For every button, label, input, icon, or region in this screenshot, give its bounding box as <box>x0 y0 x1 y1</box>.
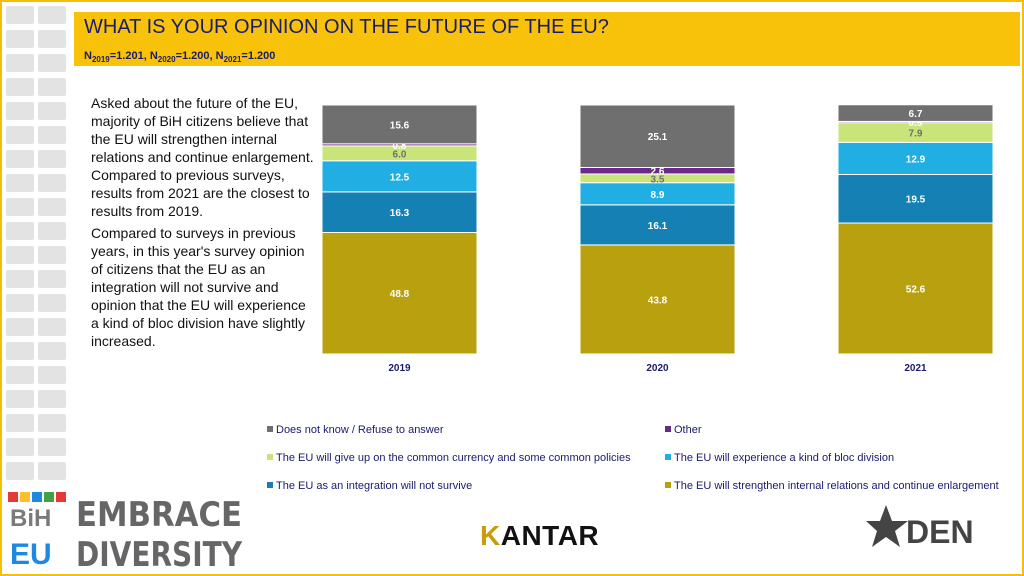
den-logo: DEN <box>866 505 974 550</box>
legend-item-strengthen: The EU will strengthen internal relation… <box>665 480 999 492</box>
eu-logo-text: EU <box>10 538 52 571</box>
data-label: 6.0 <box>393 149 407 160</box>
legend-item-dont-know: Does not know / Refuse to answer <box>267 424 444 436</box>
data-label: 43.8 <box>648 295 668 306</box>
bar-segment <box>321 191 478 233</box>
x-tick-label: 2020 <box>646 363 669 374</box>
data-label: 6.7 <box>909 109 923 120</box>
side-pattern <box>6 6 72 488</box>
embrace-text: EMBRACE <box>76 495 242 535</box>
page-title: WHAT IS YOUR OPINION ON THE FUTURE OF TH… <box>84 16 609 38</box>
bar-segment <box>579 104 736 168</box>
kantar-logo: KANTAR <box>480 520 599 552</box>
bar-segment <box>579 244 736 355</box>
n-2021-base: N <box>215 50 224 62</box>
data-label: 12.5 <box>390 172 410 183</box>
data-label: 15.6 <box>390 120 410 131</box>
bar-segment <box>321 231 478 355</box>
legend-item-bloc-division: The EU will experience a kind of bloc di… <box>665 452 894 464</box>
n-2021-value: =1.200 <box>241 50 276 62</box>
data-label: 3.5 <box>651 174 665 185</box>
n-2021-sub: 2021 <box>223 55 242 65</box>
n-2020-sub: 2020 <box>157 55 176 65</box>
data-label: 2.6 <box>651 167 665 178</box>
legend-swatch <box>267 426 273 432</box>
legend-swatch <box>665 426 671 432</box>
data-label: 52.6 <box>906 285 926 296</box>
bar-segment <box>321 160 478 193</box>
legend-label: Does not know / Refuse to answer <box>276 424 444 436</box>
n-2019-sub: 2019 <box>91 55 110 65</box>
kantar-logo-k: K <box>480 520 501 551</box>
legend-swatch <box>267 482 273 488</box>
data-label: 0.5 <box>909 118 923 129</box>
header-bar: WHAT IS YOUR OPINION ON THE FUTURE OF TH… <box>74 12 1020 66</box>
legend-label: The EU will experience a kind of bloc di… <box>674 452 895 464</box>
bar-segment <box>321 104 478 145</box>
logo-square <box>8 492 18 502</box>
legend-swatch <box>267 454 273 460</box>
n-2019-value: =1.201, <box>109 50 150 62</box>
logo-square <box>56 492 66 502</box>
embrace-diversity-logo: BiH EU EMBRACE DIVERSITY <box>8 492 242 574</box>
data-label: 7.9 <box>909 129 923 140</box>
legend-swatch <box>665 482 671 488</box>
legend-item-other: Other <box>665 424 702 436</box>
legend-label: The EU as an integration will not surviv… <box>276 480 473 492</box>
bar-segment <box>837 104 994 122</box>
data-label: 16.3 <box>390 208 410 219</box>
legend-label: Other <box>674 424 702 436</box>
data-label: 25.1 <box>648 132 668 143</box>
description-paragraph-1: Asked about the future of the EU, majori… <box>91 95 314 219</box>
kantar-logo-rest: ANTAR <box>500 520 600 551</box>
description-paragraph-2: Compared to surveys in previous years, i… <box>91 225 306 349</box>
x-tick-label: 2019 <box>388 363 411 374</box>
legend-label: The EU will strengthen internal relation… <box>674 480 999 492</box>
bar-segment <box>837 141 994 175</box>
legend-item-not-survive: The EU as an integration will not surviv… <box>267 480 472 492</box>
data-label: 0.8 <box>393 141 407 152</box>
den-logo-text: DEN <box>906 514 974 550</box>
star-icon <box>866 505 908 547</box>
bar-segment <box>579 204 736 246</box>
n-2020-value: =1.200, <box>175 50 216 62</box>
n-2019-base: N <box>84 50 92 62</box>
logo-square <box>20 492 30 502</box>
description-text: Asked about the future of the EU, majori… <box>91 94 317 354</box>
legend-swatch <box>665 454 671 460</box>
legend-label: The EU will give up on the common curren… <box>276 452 631 464</box>
data-label: 12.9 <box>906 154 926 165</box>
legend-item-give-up-currency: The EU will give up on the common curren… <box>267 452 631 464</box>
sample-size-line: N2019=1.201, N2020=1.200, N2021=1.200 <box>84 50 275 64</box>
x-tick-label: 2021 <box>904 363 927 374</box>
data-label: 16.1 <box>648 221 668 232</box>
data-label: 48.8 <box>390 289 410 300</box>
bar-segment <box>837 222 994 355</box>
n-2020-base: N <box>149 50 158 62</box>
data-label: 19.5 <box>906 195 926 206</box>
diversity-text: DIVERSITY <box>76 535 242 574</box>
data-label: 8.9 <box>651 190 665 201</box>
bih-logo-text: BiH <box>10 505 51 532</box>
logo-square <box>32 492 42 502</box>
logo-square <box>44 492 54 502</box>
